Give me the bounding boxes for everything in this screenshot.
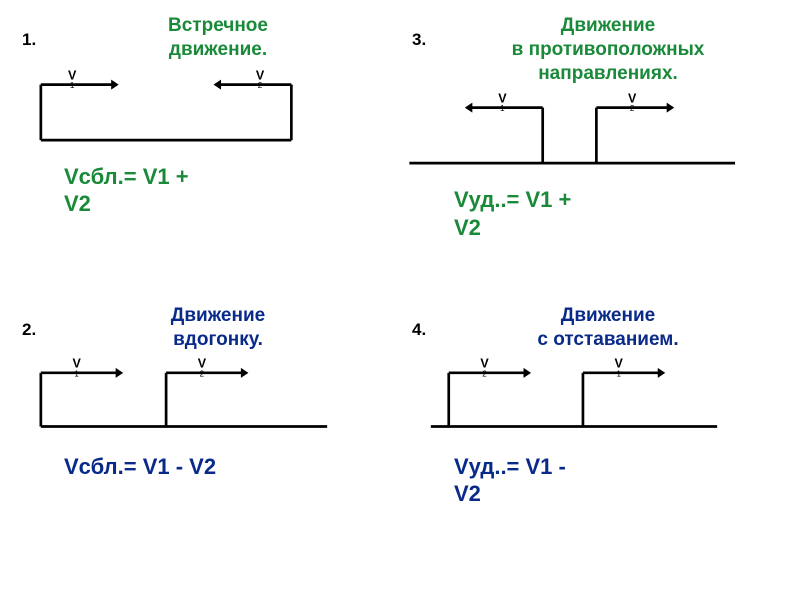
svg-text:2: 2 [200,369,205,378]
svg-text:V: V [68,68,77,82]
diagrams-grid: 1. Встречное движение. V1V2 Vсбл.= V1 + … [10,10,790,590]
panel-formula: Vсбл.= V1 + V2 [64,163,396,218]
diagram-svg: V1V2 [14,352,354,442]
panel-number: 1. [22,30,36,50]
svg-text:V: V [198,356,207,370]
diagram-svg: V2V1 [404,352,744,442]
panel-number: 3. [412,30,426,50]
panel-title: Движение с отставанием. [440,304,776,352]
panel-number: 4. [412,320,426,340]
svg-text:1: 1 [74,369,79,378]
panel-formula: Vсбл.= V1 - V2 [64,453,396,481]
panel-2: 2. Движение вдогонку. V1V2 Vсбл.= V1 - V… [10,300,400,590]
svg-text:2: 2 [630,104,635,113]
svg-text:1: 1 [500,104,505,113]
svg-text:V: V [615,356,624,370]
svg-text:V: V [628,92,637,106]
panel-title: Движение вдогонку. [50,304,386,352]
panel-1: 1. Встречное движение. V1V2 Vсбл.= V1 + … [10,10,400,300]
svg-text:1: 1 [70,81,75,90]
diagram-svg: V1V2 [14,62,354,152]
panel-number: 2. [22,320,36,340]
panel-title: Движение в противоположных направлениях. [440,14,776,85]
svg-text:2: 2 [482,369,487,378]
panel-3: 3. Движение в противоположных направлени… [400,10,790,300]
panel-title: Встречное движение. [50,14,386,62]
svg-text:V: V [256,68,265,82]
panel-formula: Vуд..= V1 + V2 [454,186,786,241]
panel-formula: Vуд..= V1 - V2 [454,453,786,508]
panel-4: 4. Движение с отставанием. V2V1 Vуд..= V… [400,300,790,590]
svg-text:2: 2 [258,81,263,90]
svg-text:V: V [498,92,507,106]
svg-text:V: V [480,356,489,370]
svg-text:1: 1 [616,369,621,378]
svg-text:V: V [72,356,81,370]
diagram-svg: V1V2 [404,85,744,175]
